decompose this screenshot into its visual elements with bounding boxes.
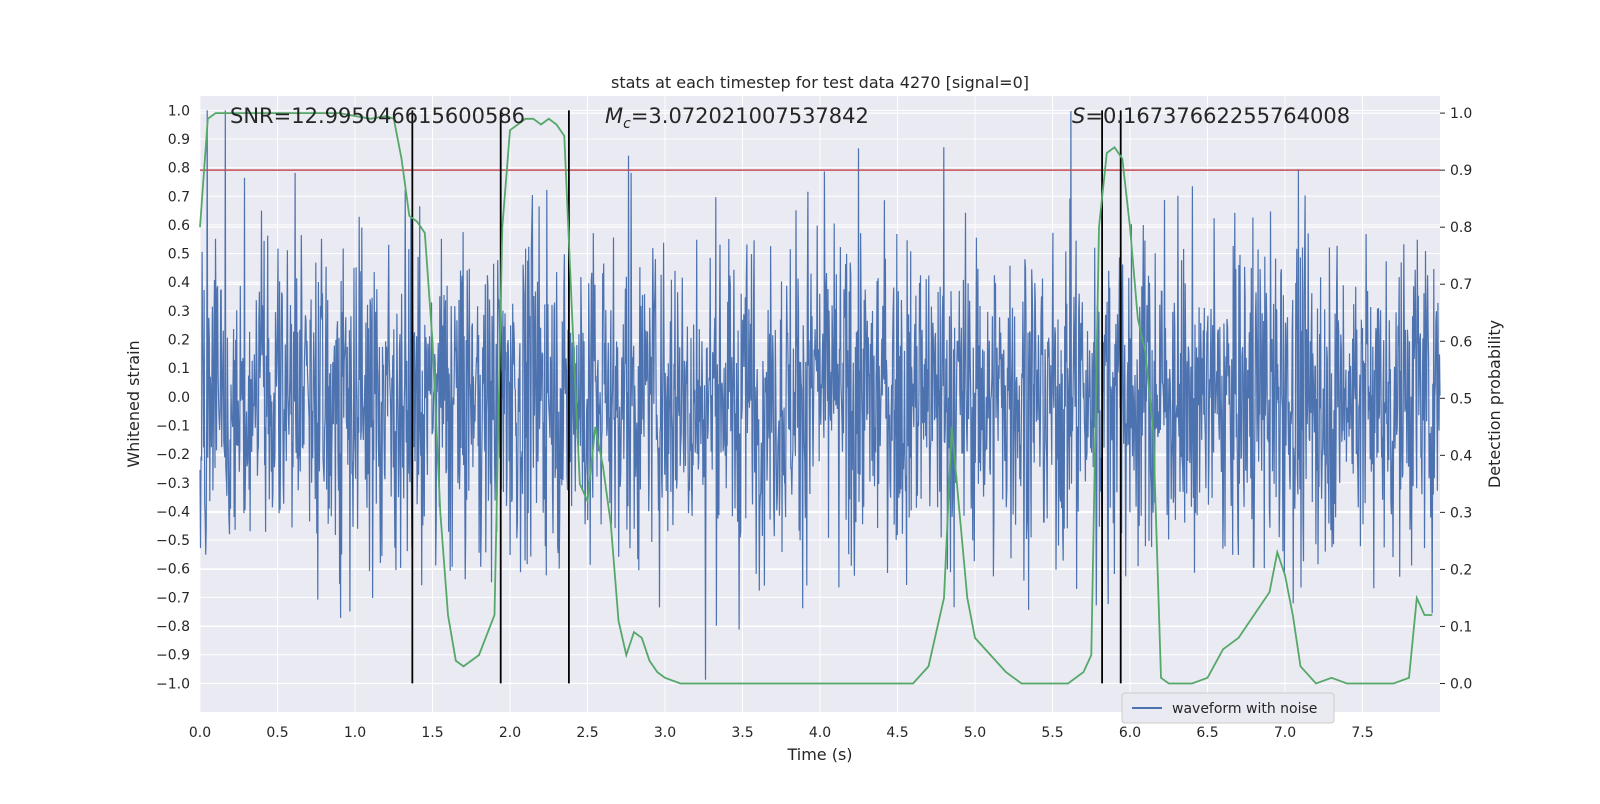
x-tick-label: 5.5	[1041, 725, 1063, 741]
chirp-mass-value: =3.072021007537842	[631, 104, 869, 128]
x-tick-label: 1.0	[344, 725, 366, 741]
x-tick-label: 7.5	[1351, 725, 1373, 741]
x-tick-label: 2.5	[576, 725, 598, 741]
detection-probability-series	[199, 112, 1433, 685]
x-tick-label: 5.0	[964, 725, 986, 741]
spin-symbol: S	[1072, 104, 1085, 128]
y-tick-label: 0.0	[168, 390, 190, 406]
y-tick-label: 0.4	[168, 275, 190, 291]
y-tick-label: 0.2	[168, 333, 190, 349]
y-right-tick-label: 0.7	[1450, 277, 1472, 293]
y-right-tick-label: 0.4	[1450, 448, 1472, 464]
y-ticks-left: 1.0 0.9 0.8 0.7 0.6 0.5 0.4 0.3 0.2 0.1 0.0 −0.1 −0.…	[156, 103, 190, 692]
chirp-mass-symbol: M	[605, 104, 623, 128]
y-axis-label-right: Detection probability	[1485, 320, 1504, 488]
y-tick-label: −0.4	[156, 504, 190, 520]
x-tick-label: 6.0	[1119, 725, 1141, 741]
legend: waveform with noise	[1121, 692, 1335, 724]
y-tick-label: −0.2	[156, 447, 190, 463]
y-tick-label: 0.1	[168, 361, 190, 377]
chirp-mass-annotation: Mc=3.072021007537842	[605, 104, 869, 132]
y-tick-label: 0.7	[168, 189, 190, 205]
x-tick-label: 7.0	[1274, 725, 1296, 741]
y-right-tick-label: 0.3	[1450, 505, 1472, 521]
waveform-series	[199, 110, 1441, 680]
x-tick-label: 2.0	[499, 725, 521, 741]
y-right-tick-label: 0.0	[1450, 676, 1472, 692]
x-tick-label: 4.5	[886, 725, 908, 741]
y-right-tick-label: 0.8	[1450, 220, 1472, 236]
spin-value: =0.16737662255764008	[1085, 104, 1350, 128]
x-ticks: 0.0 0.5 1.0 1.5 2.0 2.5 3.0 3.5 4.0 4.5 5.0 5.5 6.0 6…	[189, 725, 1374, 741]
chart-title: stats at each timestep for test data 427…	[611, 73, 1029, 92]
y-axis-label: Whitened strain	[124, 340, 143, 467]
x-tick-label: 3.5	[731, 725, 753, 741]
legend-box	[1121, 692, 1335, 724]
y-right-tick-label: 1.0	[1450, 106, 1472, 122]
x-tick-label: 3.0	[654, 725, 676, 741]
y-right-tick-label: 0.9	[1450, 163, 1472, 179]
y-tick-label: −0.5	[156, 533, 190, 549]
y-right-tick-label: 0.5	[1450, 391, 1472, 407]
chirp-mass-subscript: c	[623, 116, 631, 132]
waveform-line	[199, 110, 1441, 680]
y-tick-label: −0.8	[156, 619, 190, 635]
y-tick-label: 0.8	[168, 161, 190, 177]
y-right-tick-label: 0.1	[1450, 619, 1472, 635]
y-tick-label: −0.1	[156, 418, 190, 434]
y-tick-label: −0.9	[156, 648, 190, 664]
y-tick-label: −0.7	[156, 590, 190, 606]
legend-label: waveform with noise	[1172, 701, 1317, 717]
x-axis-label: Time (s)	[786, 745, 852, 764]
y-tick-label: 0.9	[168, 132, 190, 148]
y-right-tick-label: 0.6	[1450, 334, 1472, 350]
probability-line	[199, 112, 1433, 685]
x-tick-label: 1.5	[421, 725, 443, 741]
y-tick-label: 0.3	[168, 304, 190, 320]
y-tick-label: 0.5	[168, 247, 190, 263]
y-right-tick-label: 0.2	[1450, 562, 1472, 578]
spin-annotation: S=0.16737662255764008	[1072, 104, 1350, 128]
y-tick-label: 0.6	[168, 218, 190, 234]
x-tick-label: 0.0	[189, 725, 211, 741]
x-tick-label: 4.0	[809, 725, 831, 741]
snr-annotation: SNR=12.995046615600586	[230, 104, 525, 128]
x-tick-label: 6.5	[1196, 725, 1218, 741]
y-tick-label: −0.3	[156, 476, 190, 492]
y-tick-label: −0.6	[156, 562, 190, 578]
x-tick-label: 0.5	[266, 725, 288, 741]
y-tick-label: 1.0	[168, 103, 190, 119]
y-ticks-right: 1.0 0.9 0.8 0.7 0.6 0.5 0.4 0.3 0.2 0.1 0.0	[1440, 106, 1472, 692]
y-tick-label: −1.0	[156, 676, 190, 692]
